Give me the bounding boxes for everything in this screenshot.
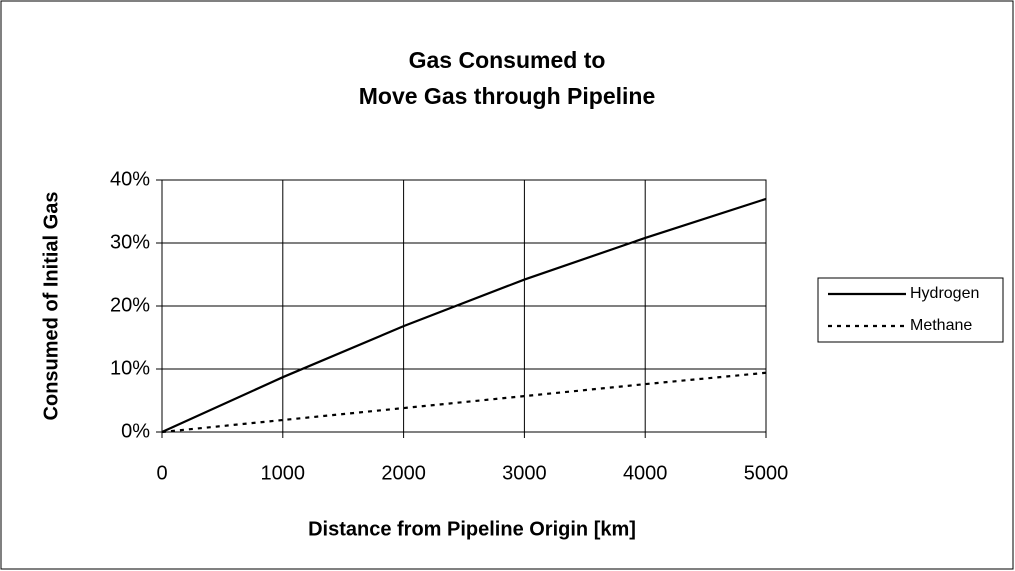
- x-tick-label: 5000: [744, 462, 789, 484]
- x-tick-label: 1000: [261, 462, 306, 484]
- legend-box: [817, 277, 1004, 343]
- y-tick-label: 10%: [110, 357, 150, 379]
- x-tick-label: 4000: [623, 462, 668, 484]
- y-tick-label: 40%: [110, 168, 150, 190]
- y-tick-label: 20%: [110, 294, 150, 316]
- data-line: [161, 197, 767, 434]
- y-axis-title: Consumed of Initial Gas: [40, 192, 62, 421]
- plot-frame: [161, 179, 767, 433]
- x-axis-title: Distance from Pipeline Origin [km]: [308, 518, 636, 540]
- data-line: [161, 371, 767, 434]
- chart-title: Move Gas through Pipeline: [359, 83, 655, 109]
- legend-label: Hydrogen: [910, 285, 979, 302]
- x-tick-label: 2000: [381, 462, 426, 484]
- x-tick-label: 3000: [502, 462, 547, 484]
- y-tick-label: 0%: [121, 420, 150, 442]
- y-tick-label: 30%: [110, 231, 150, 253]
- legend-label: Methane: [910, 317, 972, 334]
- x-tick-label: 0: [156, 462, 167, 484]
- chart-title: Gas Consumed to: [409, 47, 606, 73]
